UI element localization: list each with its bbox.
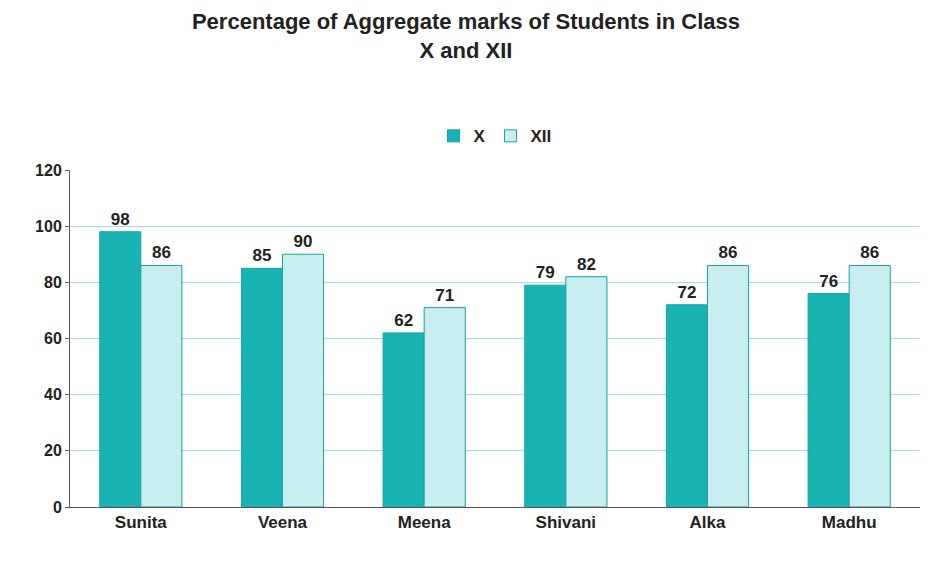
svg-text:XII: XII [531,127,552,146]
svg-text:Madhu: Madhu [822,513,877,532]
svg-text:20: 20 [44,442,62,459]
svg-text:Sunita: Sunita [115,513,167,532]
svg-text:86: 86 [152,243,171,262]
svg-text:60: 60 [44,330,62,347]
svg-text:86: 86 [860,243,879,262]
svg-text:40: 40 [44,386,62,403]
svg-text:98: 98 [111,210,130,229]
svg-text:82: 82 [577,255,596,274]
svg-text:X: X [474,127,486,146]
svg-text:86: 86 [719,243,738,262]
svg-text:100: 100 [35,218,62,235]
svg-text:Shivani: Shivani [536,513,596,532]
svg-text:80: 80 [44,274,62,291]
svg-text:Meena: Meena [398,513,451,532]
svg-text:85: 85 [252,246,271,265]
svg-text:90: 90 [294,232,313,251]
svg-text:Alka: Alka [690,513,726,532]
svg-text:62: 62 [394,311,413,330]
svg-text:Percentage of Aggregate marks: Percentage of Aggregate marks of Student… [192,9,740,63]
svg-text:72: 72 [677,283,696,302]
svg-text:Veena: Veena [258,513,308,532]
svg-text:71: 71 [435,286,454,305]
svg-text:79: 79 [536,263,555,282]
svg-text:76: 76 [819,272,838,291]
svg-text:120: 120 [35,162,62,179]
svg-text:0: 0 [53,499,62,516]
